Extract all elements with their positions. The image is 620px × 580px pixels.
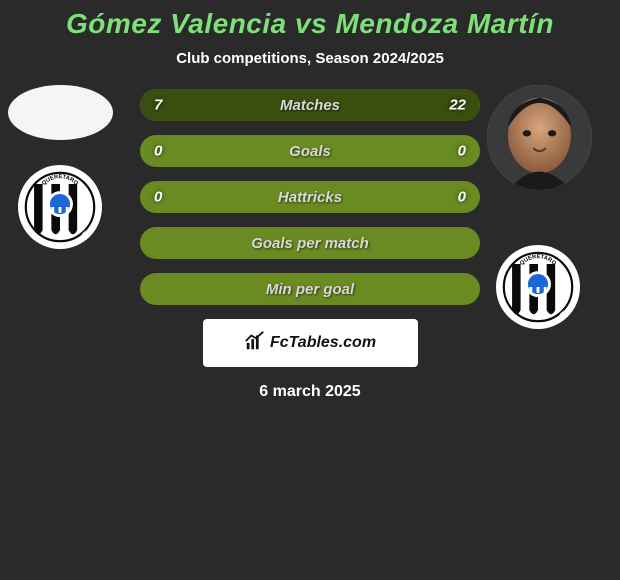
bar-value-right: 0: [458, 189, 466, 206]
bar-label: Min per goal: [266, 281, 354, 298]
bar-label: Matches: [280, 97, 340, 114]
page-title: Gómez Valencia vs Mendoza Martín: [0, 8, 620, 40]
chart-icon: [244, 330, 266, 357]
bar-value-left: 7: [154, 97, 162, 114]
stat-bar: Hattricks 0 0: [140, 181, 480, 213]
club-right-badge: QUERETARO: [496, 245, 580, 329]
date-label: 6 march 2025: [10, 383, 610, 401]
player-right-face: [487, 85, 592, 190]
main-area: QUERETARO QUERETARO Matches722Goals00Hat…: [0, 85, 620, 401]
bar-fill-left: [140, 89, 222, 121]
player-left-placeholder: [8, 85, 113, 140]
bar-fill-right: [222, 89, 480, 121]
club-left-badge: QUERETARO: [18, 165, 102, 249]
stats-card: Gómez Valencia vs Mendoza Martín Club co…: [0, 0, 620, 401]
subtitle: Club competitions, Season 2024/2025: [0, 50, 620, 67]
bar-value-left: 0: [154, 143, 162, 160]
bar-value-right: 22: [449, 97, 466, 114]
bar-value-right: 0: [458, 143, 466, 160]
logo-text: FcTables.com: [270, 334, 376, 352]
stats-bars: Matches 7 22 Goals 0 0 Hattricks 0 0 Goals per ma…: [140, 85, 480, 305]
bar-label: Goals per match: [251, 235, 369, 252]
fctables-logo: FcTables.com: [203, 319, 418, 367]
stat-bar: Min per goal: [140, 273, 480, 305]
player-left-portrait: [8, 85, 113, 140]
bar-value-left: 0: [154, 189, 162, 206]
stat-bar: Goals 0 0: [140, 135, 480, 167]
bar-label: Goals: [289, 143, 331, 160]
player-right-portrait: [487, 85, 592, 190]
stat-bar: Goals per match: [140, 227, 480, 259]
bar-label: Hattricks: [278, 189, 342, 206]
stat-bar: Matches 7 22: [140, 89, 480, 121]
